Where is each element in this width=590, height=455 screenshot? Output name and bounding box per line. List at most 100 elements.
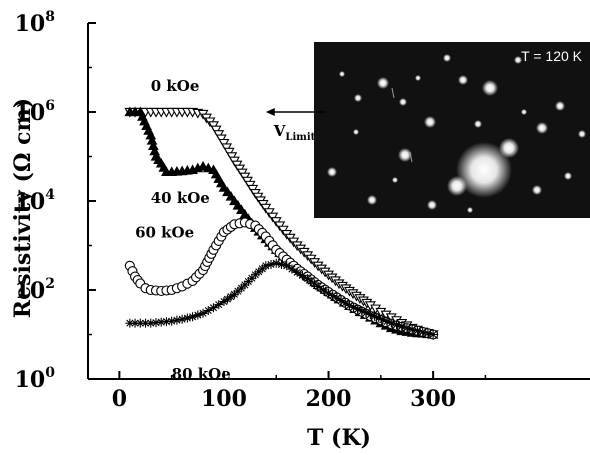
data-point bbox=[418, 327, 428, 337]
data-point bbox=[370, 311, 380, 321]
diffraction-spot bbox=[482, 80, 498, 96]
data-point bbox=[261, 261, 271, 271]
diffraction-spot bbox=[474, 120, 482, 128]
data-point bbox=[151, 318, 161, 328]
data-point bbox=[374, 313, 384, 323]
diffraction-spot bbox=[443, 54, 451, 62]
data-point bbox=[172, 315, 182, 325]
data-point bbox=[125, 318, 135, 328]
x-tick-label: 300 bbox=[410, 386, 456, 412]
data-point bbox=[197, 160, 209, 171]
data-point bbox=[310, 279, 320, 289]
data-point bbox=[407, 324, 417, 334]
v-limit-marker: VLimit bbox=[265, 108, 326, 143]
series-annotation: 40 kOe bbox=[151, 189, 210, 207]
data-point bbox=[188, 312, 198, 322]
data-point bbox=[182, 313, 192, 323]
diffraction-spot bbox=[514, 56, 522, 64]
x-axis-label: T (K) bbox=[307, 425, 371, 451]
y-tick-label: 102 bbox=[15, 276, 55, 304]
diffraction-spot bbox=[415, 75, 421, 81]
data-point bbox=[250, 270, 260, 280]
data-point bbox=[340, 298, 350, 308]
v-limit-label: VLimit bbox=[273, 122, 316, 143]
data-point bbox=[382, 316, 392, 326]
data-point bbox=[135, 318, 145, 328]
data-point bbox=[177, 314, 187, 324]
data-point bbox=[219, 297, 229, 307]
diffraction-spot bbox=[367, 195, 377, 205]
data-point bbox=[130, 318, 140, 328]
data-point bbox=[203, 305, 213, 315]
data-point bbox=[306, 276, 316, 286]
data-point bbox=[236, 283, 246, 293]
data-point bbox=[392, 320, 402, 330]
data-point bbox=[292, 267, 302, 277]
data-point bbox=[209, 303, 218, 313]
series-annotation: 0 kOe bbox=[151, 77, 200, 95]
data-point bbox=[287, 264, 297, 274]
series-80-koe bbox=[125, 258, 438, 339]
data-point bbox=[254, 267, 264, 277]
x-tick-label: 200 bbox=[306, 386, 352, 412]
data-point bbox=[402, 323, 412, 333]
data-point bbox=[378, 315, 388, 325]
data-point bbox=[240, 280, 250, 290]
data-point bbox=[282, 261, 292, 271]
data-point bbox=[349, 302, 359, 312]
data-point bbox=[214, 300, 224, 310]
inset-arrow-mark bbox=[391, 87, 395, 99]
diffraction-spot bbox=[456, 142, 512, 198]
data-point bbox=[297, 270, 307, 280]
y-tick-label: 100 bbox=[15, 365, 56, 393]
data-point bbox=[243, 277, 253, 287]
data-point bbox=[146, 318, 156, 328]
data-point bbox=[423, 328, 433, 338]
diffraction-spot bbox=[564, 172, 572, 180]
data-point bbox=[344, 300, 354, 310]
inset-arrow-mark bbox=[409, 151, 413, 163]
data-point bbox=[412, 326, 422, 336]
diffraction-spot bbox=[354, 94, 362, 102]
data-point bbox=[357, 306, 367, 316]
y-axis-label: Resistivity (Ω cm) bbox=[10, 98, 36, 318]
data-point bbox=[353, 304, 363, 314]
diffraction-spot bbox=[447, 176, 467, 196]
diffraction-spot bbox=[578, 130, 586, 138]
y-tick-label: 104 bbox=[15, 187, 56, 215]
data-point bbox=[365, 310, 375, 320]
series-annotation: 60 kOe bbox=[135, 224, 194, 242]
diffraction-spot bbox=[339, 71, 345, 77]
data-point bbox=[233, 286, 243, 296]
diffraction-spot bbox=[353, 129, 359, 135]
x-tick-label: 100 bbox=[201, 386, 247, 412]
data-point bbox=[141, 318, 151, 328]
diffraction-spot bbox=[392, 177, 398, 183]
diffraction-spot bbox=[377, 77, 389, 89]
diffraction-spot bbox=[467, 207, 473, 213]
diffraction-spot bbox=[536, 122, 548, 134]
diffraction-spot bbox=[458, 75, 468, 85]
data-point bbox=[313, 281, 323, 291]
data-point bbox=[222, 294, 232, 304]
diffraction-spot bbox=[427, 200, 437, 210]
data-point bbox=[202, 162, 214, 173]
data-point bbox=[156, 317, 166, 327]
diffraction-spot bbox=[424, 116, 436, 128]
inset-label: T = 120 K bbox=[521, 48, 583, 64]
y-tick-label: 106 bbox=[15, 98, 55, 126]
data-point bbox=[324, 288, 334, 298]
diffraction-spot bbox=[399, 98, 407, 106]
diffraction-spot bbox=[555, 101, 565, 111]
data-point bbox=[303, 274, 313, 284]
data-point bbox=[226, 292, 236, 302]
data-point bbox=[328, 291, 338, 301]
data-point bbox=[397, 321, 407, 331]
diffraction-spot bbox=[327, 167, 337, 177]
data-point bbox=[332, 293, 342, 303]
diffraction-spot bbox=[499, 138, 519, 158]
data-point bbox=[167, 316, 177, 326]
data-point bbox=[161, 317, 171, 327]
v-limit-arrowhead bbox=[265, 108, 275, 116]
diffraction-spot bbox=[532, 185, 542, 195]
